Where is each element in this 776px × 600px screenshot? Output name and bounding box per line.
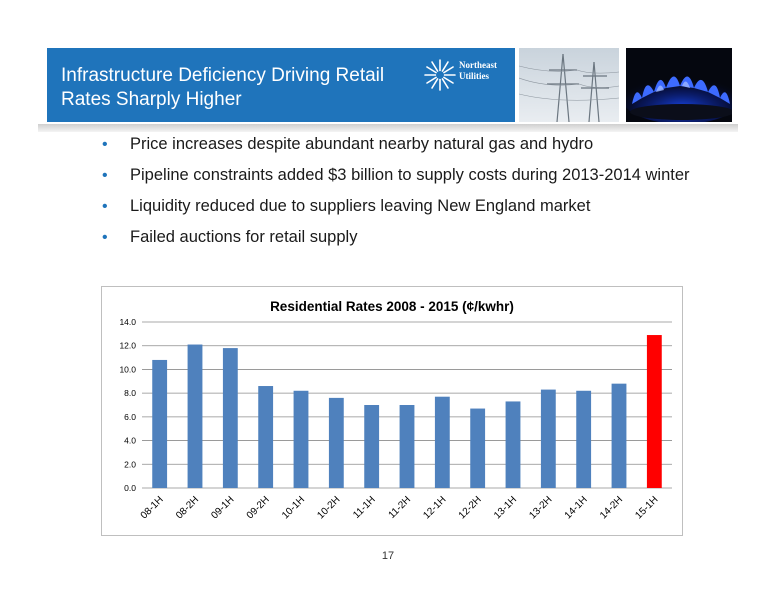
x-tick-label: 13-2H — [527, 494, 554, 521]
x-tick-label: 14-2H — [598, 494, 625, 521]
bar-09-1H — [222, 348, 238, 488]
x-tick-label: 09-1H — [209, 494, 236, 521]
bullet-item: • Failed auctions for retail supply — [102, 227, 702, 248]
y-tick-label: 6.0 — [124, 412, 136, 422]
bullet-text: Pipeline constraints added $3 billion to… — [130, 166, 690, 184]
bar-12-1H — [434, 396, 450, 488]
slide-title-line-2: Rates Sharply Higher — [61, 89, 242, 110]
bullet-text: Price increases despite abundant nearby … — [130, 135, 594, 153]
y-tick-label: 2.0 — [124, 459, 136, 469]
bar-09-2H — [258, 386, 274, 488]
x-tick-label: 10-1H — [280, 494, 307, 521]
bar-12-2H — [470, 408, 486, 488]
x-tick-label: 09-2H — [245, 494, 272, 521]
bar-11-2H — [399, 405, 415, 488]
slide-title: Infrastructure Deficiency Driving Retail… — [61, 64, 401, 112]
header-shadow-divider — [38, 124, 738, 132]
y-tick-label: 0.0 — [124, 483, 136, 493]
y-tick-label: 4.0 — [124, 436, 136, 446]
x-tick-label: 11-2H — [387, 494, 414, 521]
y-tick-label: 12.0 — [119, 341, 136, 351]
bar-13-1H — [505, 401, 521, 488]
header-bar: Infrastructure Deficiency Driving Retail… — [47, 48, 515, 122]
bar-08-2H — [187, 344, 203, 488]
bar-14-1H — [576, 390, 592, 488]
slide-title-line-1: Infrastructure Deficiency Driving Retail — [61, 65, 385, 86]
bar-14-2H — [611, 383, 627, 488]
x-tick-label: 15-1H — [633, 494, 660, 521]
bar-13-2H — [540, 389, 556, 488]
y-tick-label: 10.0 — [119, 364, 136, 374]
sunburst-logo-icon — [424, 59, 456, 91]
bullet-marker: • — [102, 198, 108, 215]
bullet-marker: • — [102, 229, 108, 246]
bullet-item: • Pipeline constraints added $3 billion t… — [102, 165, 702, 186]
x-tick-label: 14-1H — [563, 494, 590, 521]
residential-rates-chart: Residential Rates 2008 - 2015 (¢/kwhr) 0… — [101, 286, 683, 536]
bullet-marker: • — [102, 136, 108, 153]
bullet-item: • Price increases despite abundant nearby… — [102, 134, 702, 155]
bullet-list: • Price increases despite abundant nearby… — [102, 134, 702, 258]
x-tick-label: 08-2H — [174, 494, 201, 521]
logo-text-line-1: Northeast — [459, 60, 497, 70]
company-logo: Northeast Utilities — [423, 56, 511, 96]
y-tick-label: 8.0 — [124, 388, 136, 398]
bar-11-1H — [364, 405, 380, 488]
chart-canvas: Residential Rates 2008 - 2015 (¢/kwhr) 0… — [119, 299, 672, 521]
x-tick-label: 12-1H — [421, 494, 448, 521]
bar-15-1H — [646, 335, 662, 488]
x-tick-label: 08-1H — [139, 494, 166, 521]
x-tick-label: 12-2H — [457, 494, 484, 521]
y-tick-label: 14.0 — [119, 317, 136, 327]
x-tick-label: 13-1H — [492, 494, 519, 521]
chart-title: Residential Rates 2008 - 2015 (¢/kwhr) — [270, 299, 514, 314]
page-number: 17 — [381, 550, 395, 562]
gas-flame-photo — [626, 48, 732, 122]
transmission-towers-photo — [519, 48, 619, 122]
bullet-text: Failed auctions for retail supply — [130, 228, 358, 246]
bullet-item: • Liquidity reduced due to suppliers leav… — [102, 196, 702, 217]
bullet-text: Liquidity reduced due to suppliers leavi… — [130, 197, 591, 215]
bar-10-1H — [293, 390, 309, 488]
bar-08-1H — [152, 359, 168, 488]
logo-text: Northeast Utilities — [459, 60, 511, 82]
bullet-marker: • — [102, 167, 108, 184]
x-tick-label: 11-1H — [351, 494, 378, 521]
bar-10-2H — [328, 397, 344, 488]
logo-text-line-2: Utilities — [459, 71, 489, 81]
x-tick-label: 10-2H — [315, 494, 342, 521]
